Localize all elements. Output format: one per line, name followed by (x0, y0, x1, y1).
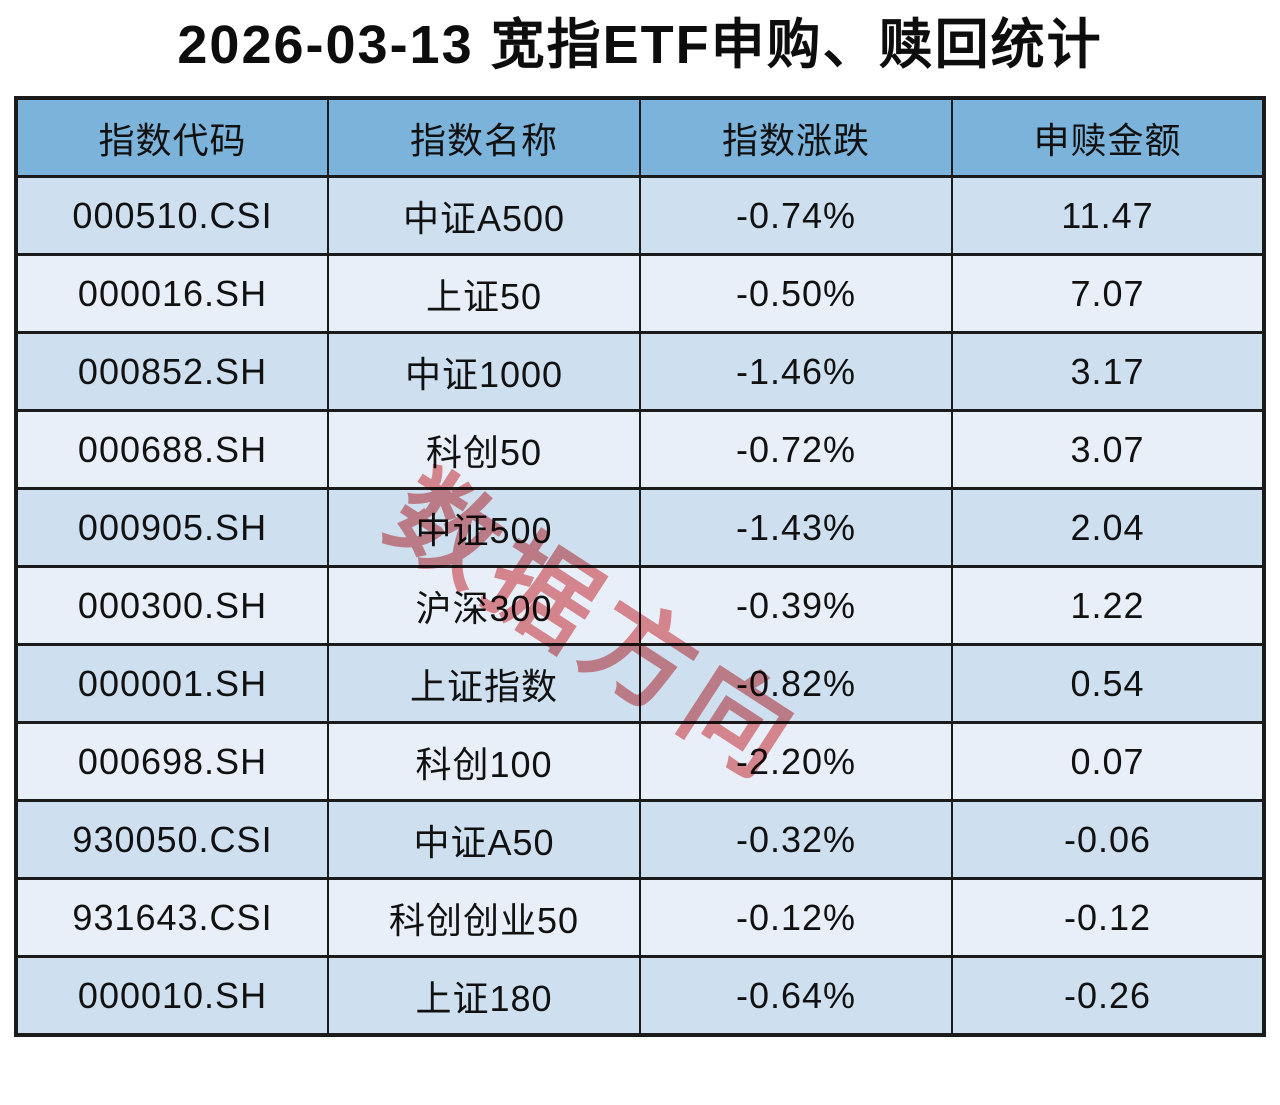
cell-index-code: 000688.SH (15, 409, 329, 490)
cell-index-name: 中证A500 (327, 175, 641, 256)
etf-flow-table: 指数代码 指数名称 指数涨跌 申赎金额 000510.CSI 中证A500 -0.7… (14, 96, 1266, 1037)
cell-index-change: -1.46% (639, 331, 953, 412)
table-row: 000001.SH 上证指数 -0.82% 0.54 (15, 643, 1265, 724)
cell-index-code: 000852.SH (15, 331, 329, 412)
table-row: 000010.SH 上证180 -0.64% -0.26 (15, 955, 1265, 1037)
table-row: 000300.SH 沪深300 -0.39% 1.22 (15, 565, 1265, 646)
page-title: 2026-03-13 宽指ETF申购、赎回统计 (177, 15, 1103, 75)
cell-index-name: 中证500 (327, 487, 641, 568)
cell-flow-amount: 3.07 (951, 409, 1265, 490)
cell-index-name: 上证180 (327, 955, 641, 1037)
cell-index-name: 科创创业50 (327, 877, 641, 958)
cell-index-code: 000010.SH (15, 955, 329, 1037)
column-header-index-name: 指数名称 (327, 96, 641, 178)
table-header-row: 指数代码 指数名称 指数涨跌 申赎金额 (15, 96, 1265, 178)
table-body: 000510.CSI 中证A500 -0.74% 11.47 000016.SH 上证50… (15, 175, 1265, 1037)
cell-index-change: -1.43% (639, 487, 953, 568)
cell-index-code: 000905.SH (15, 487, 329, 568)
table-row: 000698.SH 科创100 -2.20% 0.07 (15, 721, 1265, 802)
cell-index-code: 000001.SH (15, 643, 329, 724)
cell-index-change: -0.64% (639, 955, 953, 1037)
cell-index-change: -0.12% (639, 877, 953, 958)
table-row: 000016.SH 上证50 -0.50% 7.07 (15, 253, 1265, 334)
cell-flow-amount: 11.47 (951, 175, 1265, 256)
cell-index-code: 000300.SH (15, 565, 329, 646)
cell-index-code: 000016.SH (15, 253, 329, 334)
cell-index-code: 931643.CSI (15, 877, 329, 958)
cell-flow-amount: 1.22 (951, 565, 1265, 646)
cell-flow-amount: 3.17 (951, 331, 1265, 412)
cell-index-change: -0.50% (639, 253, 953, 334)
cell-index-change: -2.20% (639, 721, 953, 802)
cell-index-change: -0.32% (639, 799, 953, 880)
cell-index-name: 上证指数 (327, 643, 641, 724)
table-row: 000510.CSI 中证A500 -0.74% 11.47 (15, 175, 1265, 256)
cell-index-name: 中证A50 (327, 799, 641, 880)
table-row: 930050.CSI 中证A50 -0.32% -0.06 (15, 799, 1265, 880)
cell-index-name: 科创50 (327, 409, 641, 490)
cell-index-change: -0.72% (639, 409, 953, 490)
table-header: 指数代码 指数名称 指数涨跌 申赎金额 (15, 96, 1265, 178)
cell-index-name: 上证50 (327, 253, 641, 334)
cell-flow-amount: 7.07 (951, 253, 1265, 334)
table-row: 000905.SH 中证500 -1.43% 2.04 (15, 487, 1265, 568)
cell-index-change: -0.82% (639, 643, 953, 724)
cell-index-change: -0.39% (639, 565, 953, 646)
cell-index-name: 中证1000 (327, 331, 641, 412)
cell-flow-amount: -0.06 (951, 799, 1265, 880)
cell-flow-amount: -0.26 (951, 955, 1265, 1037)
cell-index-name: 沪深300 (327, 565, 641, 646)
cell-index-code: 000698.SH (15, 721, 329, 802)
cell-index-code: 930050.CSI (15, 799, 329, 880)
table-row: 000852.SH 中证1000 -1.46% 3.17 (15, 331, 1265, 412)
cell-index-name: 科创100 (327, 721, 641, 802)
column-header-index-change: 指数涨跌 (639, 96, 953, 178)
cell-flow-amount: -0.12 (951, 877, 1265, 958)
column-header-flow-amount: 申赎金额 (951, 96, 1265, 178)
cell-flow-amount: 0.07 (951, 721, 1265, 802)
cell-index-code: 000510.CSI (15, 175, 329, 256)
table-row: 931643.CSI 科创创业50 -0.12% -0.12 (15, 877, 1265, 958)
cell-flow-amount: 0.54 (951, 643, 1265, 724)
column-header-index-code: 指数代码 (15, 96, 329, 178)
table-row: 000688.SH 科创50 -0.72% 3.07 (15, 409, 1265, 490)
cell-index-change: -0.74% (639, 175, 953, 256)
cell-flow-amount: 2.04 (951, 487, 1265, 568)
